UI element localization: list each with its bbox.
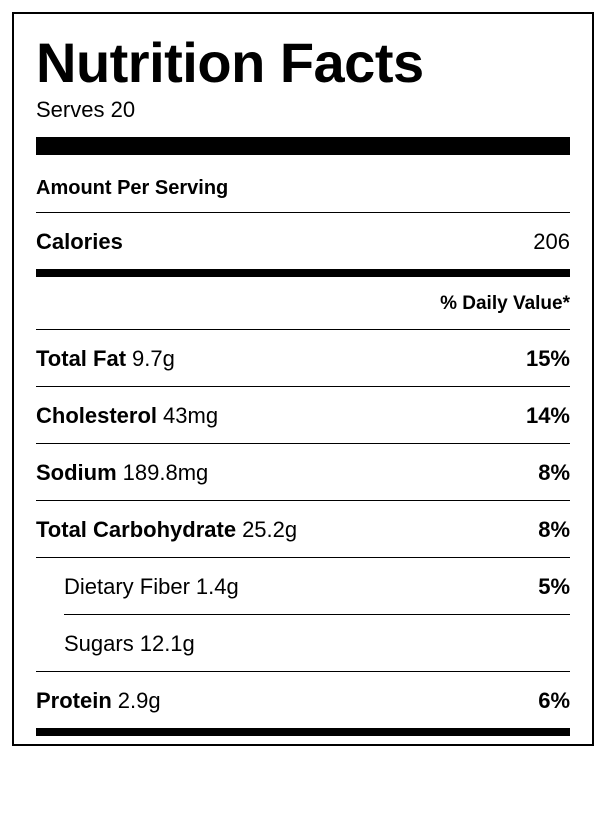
total-carb-dv: 8% [538,517,570,543]
fiber-dv: 5% [538,574,570,600]
protein-label: Protein [36,688,112,714]
total-carb-amount: 25.2g [242,517,297,543]
sodium-dv: 8% [538,460,570,486]
total-fat-amount: 9.7g [132,346,175,372]
protein-dv: 6% [538,688,570,714]
amount-per-serving-header: Amount Per Serving [36,155,570,213]
row-cholesterol: Cholesterol 43mg 14% [36,387,570,444]
sugars-amount: 12.1g [140,631,195,657]
cholesterol-dv: 14% [526,403,570,429]
calories-label: Calories [36,229,123,255]
row-protein: Protein 2.9g 6% [36,672,570,728]
row-sugars: Sugars 12.1g [64,615,570,671]
divider-bottom [36,728,570,736]
calories-value: 206 [533,229,570,255]
daily-value-header: % Daily Value* [36,277,570,330]
fiber-label: Dietary Fiber [64,574,190,600]
nutrition-facts-panel: Nutrition Facts Serves 20 Amount Per Ser… [12,12,594,746]
sodium-label: Sodium [36,460,117,486]
total-carb-label: Total Carbohydrate [36,517,236,543]
divider-thick [36,137,570,155]
row-sodium: Sodium 189.8mg 8% [36,444,570,501]
sodium-amount: 189.8mg [123,460,209,486]
sugars-label: Sugars [64,631,134,657]
serves-text: Serves 20 [36,97,570,123]
row-fiber: Dietary Fiber 1.4g 5% [64,558,570,615]
cholesterol-amount: 43mg [163,403,218,429]
total-fat-label: Total Fat [36,346,126,372]
total-fat-dv: 15% [526,346,570,372]
panel-title: Nutrition Facts [36,34,570,93]
cholesterol-label: Cholesterol [36,403,157,429]
fiber-amount: 1.4g [196,574,239,600]
divider-med [36,269,570,277]
row-total-fat: Total Fat 9.7g 15% [36,330,570,387]
calories-row: Calories 206 [36,213,570,269]
protein-amount: 2.9g [118,688,161,714]
row-total-carb: Total Carbohydrate 25.2g 8% [36,501,570,558]
